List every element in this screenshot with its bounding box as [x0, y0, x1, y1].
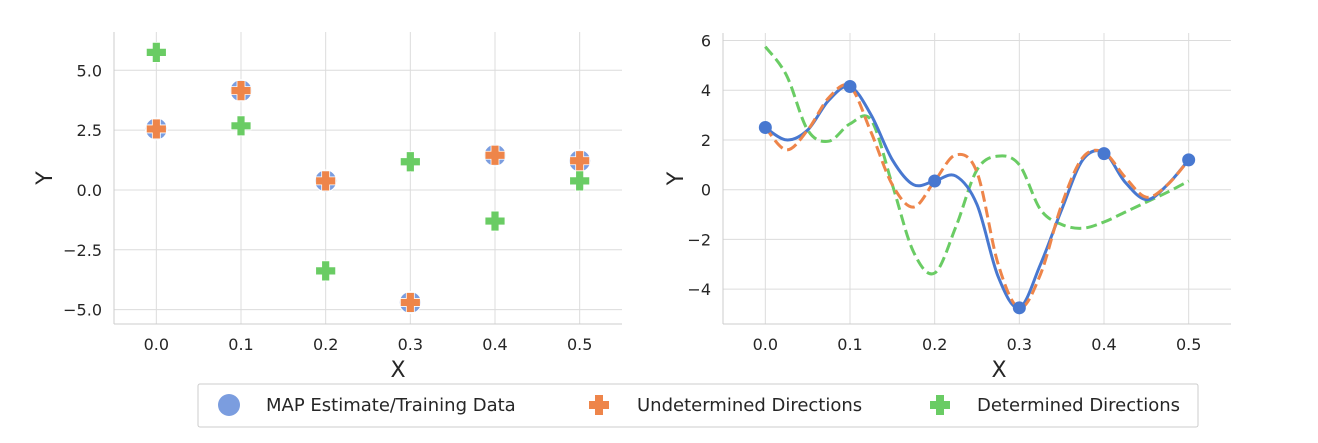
- x-tick-label: 0.3: [398, 335, 423, 354]
- x-tick-label: 0.4: [482, 335, 507, 354]
- right-y-tick-labels: −4 −2 0 2 4 6: [687, 31, 711, 299]
- left-axes-frame: [113, 32, 622, 325]
- y-tick-label: 0: [701, 181, 711, 200]
- line-panel: 0.0 0.1 0.2 0.3 0.4 0.5 −4 −2 0 2 4 6 X Y: [664, 31, 1231, 383]
- determined-point: [315, 260, 337, 282]
- legend-plus-marker: [589, 395, 609, 415]
- y-tick-label: 2: [701, 131, 711, 150]
- y-tick-label: 5.0: [77, 61, 102, 80]
- legend-box: [197, 383, 1199, 428]
- determined-point: [569, 170, 591, 192]
- legend-marker-determined: [930, 395, 950, 415]
- determined-point: [484, 210, 506, 232]
- training-point: [1097, 147, 1111, 161]
- undetermined-point: [315, 170, 337, 192]
- undetermined-point: [230, 80, 252, 102]
- left-x-tick-labels: 0.0 0.1 0.2 0.3 0.4 0.5: [144, 335, 593, 354]
- legend-label-map: MAP Estimate/Training Data: [266, 395, 516, 416]
- scatter-panel: 0.0 0.1 0.2 0.3 0.4 0.5 −5.0 −2.5 0.0 2.5 5.0 X Y: [33, 32, 622, 383]
- left-scatter-marks: [144, 41, 592, 314]
- legend-circle-marker: [218, 394, 240, 416]
- training-point: [928, 174, 942, 188]
- undetermined-point: [484, 144, 506, 166]
- training-point: [843, 79, 857, 93]
- map-curve: [764, 84, 1190, 310]
- training-point: [758, 121, 772, 135]
- right-axes-frame: [722, 33, 1231, 325]
- x-tick-label: 0.5: [1176, 335, 1201, 354]
- determined-point: [230, 115, 252, 137]
- legend-label-undetermined: Undetermined Directions: [637, 395, 862, 416]
- left-y-axis-label: Y: [33, 171, 58, 186]
- left-gridlines: [114, 32, 622, 324]
- determined-point: [145, 41, 167, 63]
- y-tick-label: −4: [687, 280, 711, 299]
- y-tick-label: −5.0: [63, 301, 102, 320]
- x-tick-label: 0.0: [144, 335, 169, 354]
- y-tick-label: 0.0: [77, 181, 102, 200]
- y-tick-label: 4: [701, 81, 711, 100]
- y-tick-label: 6: [701, 31, 711, 50]
- y-tick-label: −2.5: [63, 241, 102, 260]
- right-gridlines: [723, 33, 1231, 324]
- x-tick-label: 0.1: [228, 335, 253, 354]
- x-tick-label: 0.0: [753, 335, 778, 354]
- legend-plus-marker: [930, 395, 950, 415]
- training-point: [1182, 153, 1196, 167]
- training-point: [1012, 301, 1026, 315]
- left-x-axis-label: X: [390, 358, 405, 383]
- x-tick-label: 0.3: [1007, 335, 1032, 354]
- x-tick-label: 0.2: [922, 335, 947, 354]
- y-tick-label: 2.5: [77, 121, 102, 140]
- x-tick-label: 0.4: [1091, 335, 1116, 354]
- x-tick-label: 0.5: [567, 335, 592, 354]
- undetermined-curve: [764, 83, 1190, 310]
- determined-point: [399, 151, 421, 173]
- right-y-axis-label: Y: [664, 171, 689, 186]
- right-x-axis-label: X: [991, 358, 1006, 383]
- right-line-marks: [758, 45, 1196, 315]
- y-tick-label: −2: [687, 230, 711, 249]
- undetermined-point: [145, 118, 167, 140]
- legend-marker-undetermined: [589, 395, 609, 415]
- undetermined-point: [399, 292, 421, 313]
- x-tick-label: 0.2: [313, 335, 338, 354]
- legend: MAP Estimate/Training Data Undetermined …: [197, 383, 1199, 428]
- right-x-tick-labels: 0.0 0.1 0.2 0.3 0.4 0.5: [753, 335, 1202, 354]
- legend-label-determined: Determined Directions: [977, 395, 1180, 416]
- left-y-tick-labels: −5.0 −2.5 0.0 2.5 5.0: [63, 61, 102, 319]
- legend-marker-map: [218, 394, 240, 416]
- x-tick-label: 0.1: [837, 335, 862, 354]
